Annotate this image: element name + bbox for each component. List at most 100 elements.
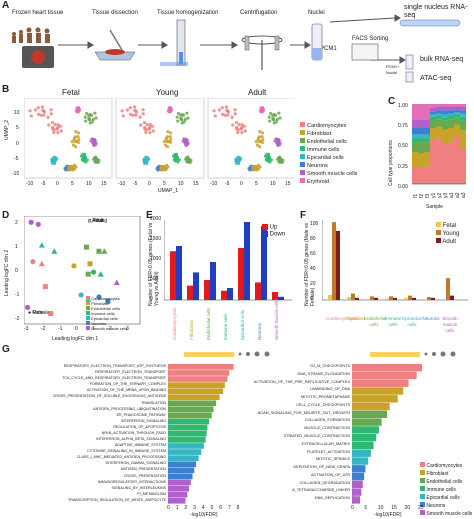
g-left-bar (168, 479, 191, 486)
umap-point (165, 163, 169, 167)
e-xtick: Neurons (257, 322, 262, 340)
e-ytick: 1000 (150, 256, 162, 262)
g-left-term: TCA_CYCLE_AND_RESPIRATORY_ELECTRON_TRANS… (62, 376, 166, 381)
bar-down (278, 296, 284, 300)
proportion-segment (460, 120, 466, 131)
bar-fetal (442, 299, 446, 300)
umap-point (278, 116, 282, 120)
g-left-xtick: 8 (236, 505, 240, 511)
g-right-term: NCAM_SIGNALING_FOR_NEURITE_OUT_GROWTH (257, 410, 350, 415)
e-ytick: 2000 (150, 216, 162, 222)
g-right-xtick: 10 (377, 505, 384, 511)
e-legend: Up Down (262, 224, 285, 237)
bar-fetal (404, 297, 408, 300)
panel-letter-f: F (300, 210, 307, 221)
g-right-xtick: 15 (391, 505, 397, 511)
umap-point (74, 130, 78, 134)
bar-fetal (366, 299, 370, 300)
umap-point (141, 108, 145, 112)
sex-deg-barchart (322, 220, 468, 301)
umap-point (175, 115, 179, 119)
mds-xtick: -2 (41, 326, 46, 332)
umap-point (91, 138, 95, 142)
umap-point (47, 123, 51, 127)
g-left-bar (168, 412, 212, 419)
umap-point (128, 106, 132, 110)
umap-xtick: -10 (26, 181, 34, 187)
proportion-segment (418, 128, 424, 135)
umap-point (75, 139, 79, 143)
proportion-chart (412, 104, 466, 185)
g-left-term: CROSS_PRESENTATION_OF_SOLUBLE_EXOGENOUS_… (52, 394, 166, 399)
proportion-segment (430, 128, 436, 140)
umap-point (267, 154, 271, 158)
bar-down (261, 226, 267, 300)
umap-point (132, 105, 137, 109)
bar-young (389, 296, 393, 300)
panel-letter-d: D (2, 210, 10, 221)
proportion-segment (424, 134, 430, 139)
umap-xtick: 0 (56, 181, 59, 187)
pcm1-label: PCM1 (320, 46, 337, 52)
proportion-segment (436, 113, 442, 116)
g-left-bar (168, 376, 228, 382)
g-left-bar (168, 497, 186, 504)
output-atac: ATAC-seq (420, 75, 452, 82)
umap-xtick: -5 (41, 181, 46, 187)
mds-point (85, 271, 91, 277)
umap-point (164, 138, 168, 142)
g-left-term: CYTOKINE_SIGNALING_IN_IMMUNE_SYSTEM (87, 449, 166, 454)
e-xtick: Epicardial cells (240, 309, 245, 340)
g-left-bar (168, 382, 225, 388)
umap-point (240, 130, 244, 135)
umap-point (88, 118, 92, 122)
e-ytick: 0 (150, 296, 153, 302)
umap-point (271, 113, 275, 117)
umap-title-young: Young (156, 88, 179, 97)
g-left-term: NFKB_ACTIVATION_THROUGH_FADD (101, 430, 166, 435)
umap-point (83, 159, 87, 163)
umap-point (76, 131, 81, 135)
umap-ytick-5: -10 (12, 171, 20, 177)
umap-legend-item: Neurons (300, 162, 357, 170)
proportion-segment (424, 152, 430, 167)
umap-xtick: 0 (148, 181, 151, 187)
umap-point (95, 160, 99, 164)
umap-point (40, 105, 45, 109)
proportion-segment (412, 138, 418, 143)
mds-xtick: 3 (126, 326, 129, 332)
g-left-term: ANTIGEN_PROCESSING_UBIQUITINATION (93, 406, 166, 411)
g-right-bar (352, 465, 366, 473)
prop-xtick: a3 (461, 192, 467, 198)
f-xtick: Neurons (422, 316, 440, 321)
bar-up (255, 282, 261, 300)
mds-cell-legend-item: Neurons (86, 321, 128, 326)
umap-point (56, 126, 60, 130)
mds-xlabel: Leading logFC dim 1 (52, 336, 99, 342)
umap-point (133, 108, 137, 113)
umap-point (83, 115, 87, 119)
umap-point (267, 159, 271, 163)
bar-fetal (423, 299, 427, 300)
umap-ytick-1: 10 (14, 110, 20, 116)
proportion-segment (418, 104, 424, 120)
g-right-term: G2_M_CHECKPOINTS (310, 364, 350, 368)
bar-adult (431, 297, 435, 300)
g-left-term: TRANSLATION (141, 400, 166, 405)
g-right-bar (352, 472, 365, 481)
umap-point (267, 115, 271, 119)
g-right-term: COLLAGEN_DEGRADATION (299, 480, 350, 485)
proportion-segment (436, 104, 442, 107)
umap-legend-item: Endothelial cells (300, 138, 357, 146)
mds-point (96, 294, 102, 300)
umap-point (72, 166, 77, 170)
umap-point (29, 114, 33, 118)
umap-point (256, 138, 260, 142)
g-left-bar (168, 461, 196, 468)
umap-ylabel: UMAP_2 (4, 119, 10, 140)
umap-point (144, 130, 148, 135)
f-ytick: 60 (310, 251, 316, 257)
umap-point (84, 111, 89, 116)
proportion-segment (430, 114, 436, 117)
umap-point (184, 141, 188, 146)
